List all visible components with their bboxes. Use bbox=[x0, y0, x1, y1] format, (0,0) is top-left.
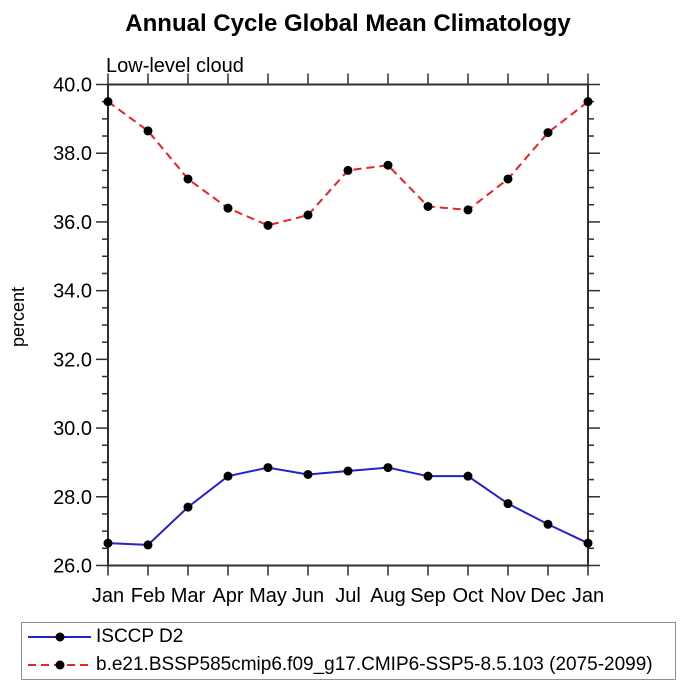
legend-item-isccp-d2: ISCCP D2 bbox=[22, 623, 675, 651]
data-point-marker bbox=[343, 165, 353, 175]
data-point-marker bbox=[463, 205, 473, 215]
data-point-marker bbox=[583, 97, 593, 107]
data-point-marker bbox=[263, 463, 273, 473]
legend-box: ISCCP D2 b.e21.BSSP585cmip6.f09_g17.CMIP… bbox=[21, 622, 676, 680]
data-point-marker bbox=[183, 502, 193, 512]
x-axis-tick-label: Jan bbox=[572, 585, 604, 607]
data-point-marker bbox=[583, 538, 593, 548]
data-point-marker bbox=[143, 126, 153, 136]
y-axis-tick-label: 36.0 bbox=[53, 212, 92, 234]
y-axis-tick-label: 32.0 bbox=[53, 349, 92, 371]
data-point-marker bbox=[383, 160, 393, 170]
x-axis-tick-label: Sep bbox=[410, 585, 446, 607]
x-axis-tick-label: Aug bbox=[370, 585, 406, 607]
y-axis-tick-label: 38.0 bbox=[53, 143, 92, 165]
legend-item-model-run: b.e21.BSSP585cmip6.f09_g17.CMIP6-SSP5-8.… bbox=[22, 651, 675, 679]
chart-title: Annual Cycle Global Mean Climatology bbox=[125, 10, 571, 37]
x-axis-tick-label: Feb bbox=[131, 585, 165, 607]
legend-item-label: ISCCP D2 bbox=[96, 626, 184, 647]
x-axis-tick-label: May bbox=[249, 585, 287, 607]
x-axis-tick-label: Nov bbox=[490, 585, 526, 607]
data-point-marker bbox=[303, 469, 313, 479]
data-point-marker bbox=[223, 203, 233, 213]
data-point-marker bbox=[103, 538, 113, 548]
x-axis-tick-label: Jan bbox=[92, 585, 124, 607]
x-axis-tick-label: Jul bbox=[335, 585, 361, 607]
data-point-marker bbox=[423, 201, 433, 211]
y-axis-tick-label: 26.0 bbox=[53, 556, 92, 578]
x-axis-tick-label: Jun bbox=[292, 585, 324, 607]
x-axis-tick-label: Oct bbox=[452, 585, 484, 607]
chart-subtitle: Low-level cloud bbox=[106, 55, 244, 77]
data-point-marker bbox=[143, 540, 153, 550]
x-axis-tick-label: Mar bbox=[171, 585, 206, 607]
y-axis-tick-label: 34.0 bbox=[53, 281, 92, 303]
data-point-marker bbox=[503, 499, 513, 509]
data-point-marker bbox=[343, 466, 353, 476]
y-axis-title: percent bbox=[8, 287, 28, 347]
series-line-model-run bbox=[107, 100, 589, 227]
data-point-marker bbox=[303, 210, 313, 220]
data-point-marker bbox=[383, 463, 393, 473]
data-point-marker bbox=[103, 97, 113, 107]
series-line-isccp-d2 bbox=[107, 466, 589, 546]
x-axis-tick-label: Apr bbox=[212, 585, 243, 607]
y-axis-tick-label: 40.0 bbox=[53, 75, 92, 97]
data-point-marker bbox=[503, 174, 513, 184]
y-axis-tick-label: 30.0 bbox=[53, 418, 92, 440]
legend-line-sample-dashed bbox=[28, 660, 91, 670]
data-point-marker bbox=[543, 128, 553, 138]
x-axis-ticks: Jan Feb Mar Apr May Jun Jul Aug Sep Oct Nov Dec Jan bbox=[92, 73, 604, 607]
y-axis-tick-label: 28.0 bbox=[53, 487, 92, 509]
data-point-marker bbox=[423, 471, 433, 481]
plot-frame bbox=[107, 83, 589, 567]
legend-sample-marker-icon bbox=[55, 632, 65, 642]
x-axis-tick-label: Dec bbox=[530, 585, 566, 607]
legend-line-sample-solid bbox=[28, 632, 91, 642]
data-point-marker bbox=[223, 471, 233, 481]
y-axis-ticks: 26.0 28.0 30.0 32.0 34.0 36.0 38.0 40.0 bbox=[53, 75, 600, 578]
data-point-marker bbox=[183, 174, 193, 184]
data-point-marker bbox=[263, 220, 273, 230]
legend-sample-marker-icon bbox=[55, 660, 65, 670]
data-point-marker bbox=[463, 471, 473, 481]
data-point-marker bbox=[543, 519, 553, 529]
legend-item-label: b.e21.BSSP585cmip6.f09_g17.CMIP6-SSP5-8.… bbox=[96, 654, 653, 675]
